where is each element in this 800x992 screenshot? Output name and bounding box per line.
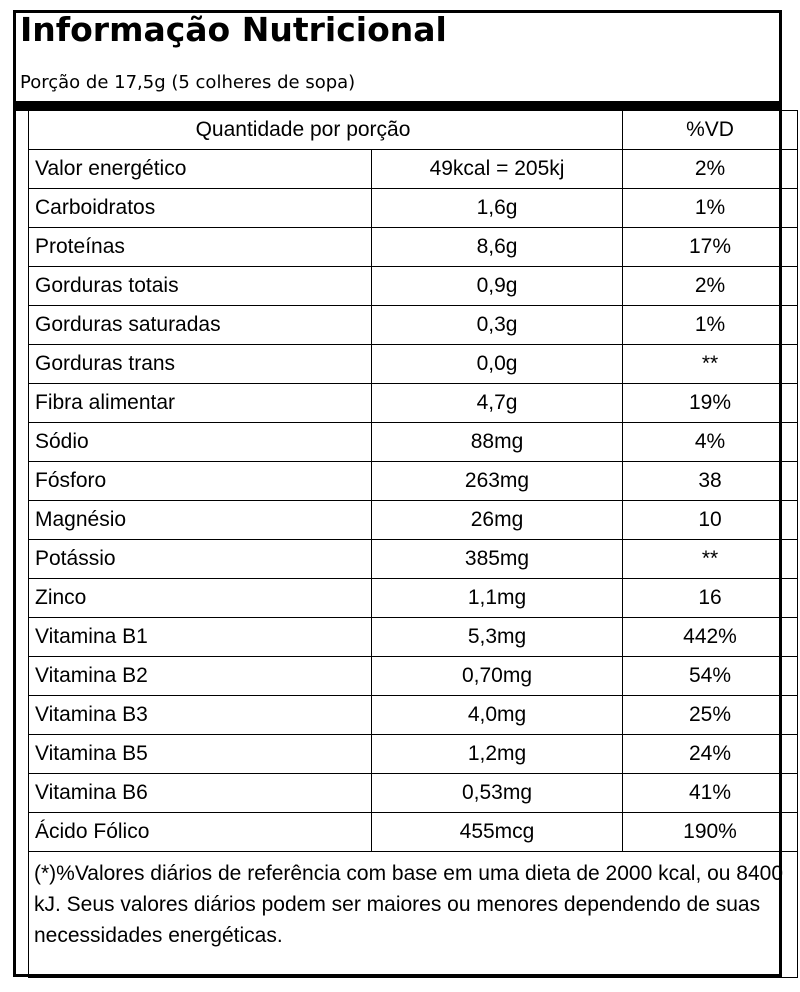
serving-size: Porção de 17,5g (5 colheres de sopa) — [20, 72, 356, 93]
table-row: Valor energético 49kcal = 205kj 2% — [28, 149, 798, 189]
nutrition-table: Quantidade por porção %VD Valor energéti… — [28, 110, 798, 978]
nutrient-vd: 190% — [622, 812, 798, 852]
nutrient-name: Carboidratos — [28, 188, 372, 228]
footnote-row: (*)%Valores diários de referência com ba… — [28, 851, 798, 978]
nutrient-name: Gorduras trans — [28, 344, 372, 384]
nutrient-vd: 10 — [622, 500, 798, 540]
page-title: Informação Nutricional — [20, 10, 447, 49]
nutrient-vd: 41% — [622, 773, 798, 813]
nutrient-amount: 263mg — [371, 461, 623, 501]
nutrient-amount: 0,53mg — [371, 773, 623, 813]
nutrient-vd: 38 — [622, 461, 798, 501]
nutrient-name: Magnésio — [28, 500, 372, 540]
nutrient-vd: 19% — [622, 383, 798, 423]
footnote: (*)%Valores diários de referência com ba… — [28, 851, 798, 978]
nutrient-amount: 1,2mg — [371, 734, 623, 774]
nutrient-name: Fósforo — [28, 461, 372, 501]
table-row: Carboidratos 1,6g 1% — [28, 188, 798, 228]
nutrient-vd: 16 — [622, 578, 798, 618]
nutrient-name: Ácido Fólico — [28, 812, 372, 852]
table-row: Ácido Fólico 455mcg 190% — [28, 812, 798, 852]
nutrient-amount: 8,6g — [371, 227, 623, 267]
divider-bar — [13, 101, 782, 111]
table-row: Vitamina B3 4,0mg 25% — [28, 695, 798, 735]
header-quantity: Quantidade por porção — [28, 110, 623, 150]
table-row: Vitamina B1 5,3mg 442% — [28, 617, 798, 657]
table-row: Gorduras trans 0,0g ** — [28, 344, 798, 384]
nutrient-name: Vitamina B5 — [28, 734, 372, 774]
nutrient-name: Vitamina B3 — [28, 695, 372, 735]
header-vd: %VD — [622, 110, 798, 150]
nutrient-amount: 0,70mg — [371, 656, 623, 696]
nutrient-name: Fibra alimentar — [28, 383, 372, 423]
nutrient-name: Valor energético — [28, 149, 372, 189]
nutrient-vd: 24% — [622, 734, 798, 774]
nutrient-name: Potássio — [28, 539, 372, 579]
table-row: Fibra alimentar 4,7g 19% — [28, 383, 798, 423]
nutrient-name: Gorduras saturadas — [28, 305, 372, 345]
nutrient-amount: 49kcal = 205kj — [371, 149, 623, 189]
nutrient-amount: 4,7g — [371, 383, 623, 423]
nutrient-name: Vitamina B1 — [28, 617, 372, 657]
nutrient-amount: 385mg — [371, 539, 623, 579]
table-row: Magnésio 26mg 10 — [28, 500, 798, 540]
table-row: Gorduras saturadas 0,3g 1% — [28, 305, 798, 345]
nutrient-name: Zinco — [28, 578, 372, 618]
nutrient-amount: 455mcg — [371, 812, 623, 852]
table-row: Vitamina B6 0,53mg 41% — [28, 773, 798, 813]
nutrient-name: Proteínas — [28, 227, 372, 267]
nutrient-vd: 2% — [622, 266, 798, 306]
table-row: Sódio 88mg 4% — [28, 422, 798, 462]
nutrient-vd: 442% — [622, 617, 798, 657]
table-row: Vitamina B2 0,70mg 54% — [28, 656, 798, 696]
nutrient-vd: 1% — [622, 188, 798, 228]
nutrient-amount: 5,3mg — [371, 617, 623, 657]
nutrient-vd: 2% — [622, 149, 798, 189]
nutrient-vd: 1% — [622, 305, 798, 345]
table-row: Gorduras totais 0,9g 2% — [28, 266, 798, 306]
nutrient-name: Gorduras totais — [28, 266, 372, 306]
table-header-row: Quantidade por porção %VD — [28, 110, 798, 150]
nutrient-amount: 88mg — [371, 422, 623, 462]
nutrient-amount: 4,0mg — [371, 695, 623, 735]
nutrient-vd: 54% — [622, 656, 798, 696]
table-row: Potássio 385mg ** — [28, 539, 798, 579]
nutrient-amount: 1,6g — [371, 188, 623, 228]
nutrient-amount: 1,1mg — [371, 578, 623, 618]
nutrient-amount: 0,9g — [371, 266, 623, 306]
nutrient-amount: 0,0g — [371, 344, 623, 384]
nutrient-vd: ** — [622, 539, 798, 579]
nutrient-amount: 0,3g — [371, 305, 623, 345]
table-row: Proteínas 8,6g 17% — [28, 227, 798, 267]
nutrient-name: Vitamina B6 — [28, 773, 372, 813]
nutrient-name: Vitamina B2 — [28, 656, 372, 696]
table-row: Zinco 1,1mg 16 — [28, 578, 798, 618]
table-row: Vitamina B5 1,2mg 24% — [28, 734, 798, 774]
nutrient-vd: 4% — [622, 422, 798, 462]
nutrient-name: Sódio — [28, 422, 372, 462]
nutrient-vd: 25% — [622, 695, 798, 735]
nutrient-vd: 17% — [622, 227, 798, 267]
nutrient-amount: 26mg — [371, 500, 623, 540]
table-row: Fósforo 263mg 38 — [28, 461, 798, 501]
nutrient-vd: ** — [622, 344, 798, 384]
